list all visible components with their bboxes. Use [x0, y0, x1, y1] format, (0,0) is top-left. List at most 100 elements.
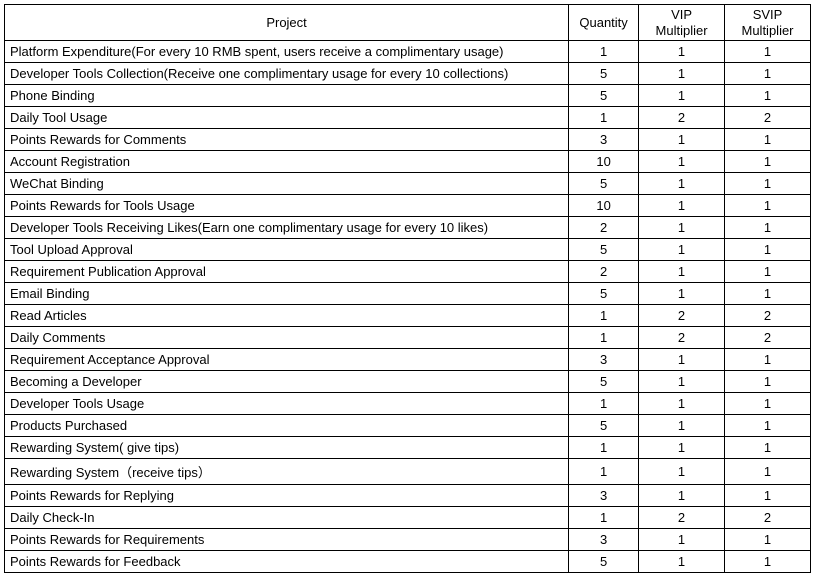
quantity-cell: 10	[569, 151, 639, 173]
quantity-cell: 3	[569, 349, 639, 371]
vip-cell: 1	[639, 415, 725, 437]
table-row: Requirement Acceptance Approval311	[5, 349, 811, 371]
project-cell: Platform Expenditure(For every 10 RMB sp…	[5, 41, 569, 63]
vip-cell: 1	[639, 393, 725, 415]
table-row: Email Binding511	[5, 283, 811, 305]
vip-cell: 2	[639, 107, 725, 129]
table-row: Developer Tools Collection(Receive one c…	[5, 63, 811, 85]
table-body: Platform Expenditure(For every 10 RMB sp…	[5, 41, 811, 573]
rewards-table: Project Quantity VIPMultiplier SVIPMulti…	[4, 4, 811, 573]
project-cell: Daily Tool Usage	[5, 107, 569, 129]
table-row: Read Articles122	[5, 305, 811, 327]
svip-cell: 1	[725, 349, 811, 371]
project-cell: Read Articles	[5, 305, 569, 327]
svip-cell: 1	[725, 129, 811, 151]
quantity-cell: 10	[569, 195, 639, 217]
svip-cell: 1	[725, 551, 811, 573]
svip-cell: 2	[725, 107, 811, 129]
svip-cell: 1	[725, 217, 811, 239]
quantity-cell: 3	[569, 129, 639, 151]
table-row: Rewarding System（receive tips）111	[5, 459, 811, 485]
vip-cell: 1	[639, 261, 725, 283]
svip-header: SVIPMultiplier	[725, 5, 811, 41]
project-cell: Email Binding	[5, 283, 569, 305]
quantity-cell: 1	[569, 507, 639, 529]
vip-cell: 1	[639, 371, 725, 393]
table-row: Phone Binding511	[5, 85, 811, 107]
project-cell: Points Rewards for Replying	[5, 485, 569, 507]
table-row: Rewarding System( give tips)111	[5, 437, 811, 459]
table-row: Points Rewards for Tools Usage1011	[5, 195, 811, 217]
quantity-cell: 1	[569, 459, 639, 485]
project-cell: Tool Upload Approval	[5, 239, 569, 261]
vip-cell: 1	[639, 283, 725, 305]
table-row: Points Rewards for Replying311	[5, 485, 811, 507]
svip-cell: 1	[725, 437, 811, 459]
svip-cell: 1	[725, 415, 811, 437]
quantity-cell: 5	[569, 415, 639, 437]
project-cell: Points Rewards for Feedback	[5, 551, 569, 573]
svip-cell: 1	[725, 393, 811, 415]
quantity-cell: 5	[569, 63, 639, 85]
vip-cell: 1	[639, 85, 725, 107]
quantity-cell: 2	[569, 217, 639, 239]
svip-cell: 1	[725, 173, 811, 195]
quantity-cell: 1	[569, 305, 639, 327]
project-cell: Developer Tools Collection(Receive one c…	[5, 63, 569, 85]
quantity-cell: 1	[569, 41, 639, 63]
vip-cell: 1	[639, 551, 725, 573]
quantity-cell: 1	[569, 393, 639, 415]
vip-cell: 1	[639, 217, 725, 239]
project-cell: Developer Tools Receiving Likes(Earn one…	[5, 217, 569, 239]
project-cell: Rewarding System（receive tips）	[5, 459, 569, 485]
svip-cell: 1	[725, 63, 811, 85]
table-row: Tool Upload Approval511	[5, 239, 811, 261]
table-row: Daily Tool Usage122	[5, 107, 811, 129]
project-cell: Phone Binding	[5, 85, 569, 107]
vip-cell: 1	[639, 41, 725, 63]
svip-cell: 2	[725, 305, 811, 327]
quantity-cell: 5	[569, 173, 639, 195]
table-row: Platform Expenditure(For every 10 RMB sp…	[5, 41, 811, 63]
project-cell: Requirement Publication Approval	[5, 261, 569, 283]
vip-header: VIPMultiplier	[639, 5, 725, 41]
quantity-cell: 1	[569, 107, 639, 129]
project-cell: Daily Comments	[5, 327, 569, 349]
vip-cell: 1	[639, 437, 725, 459]
vip-cell: 1	[639, 129, 725, 151]
project-cell: Points Rewards for Requirements	[5, 529, 569, 551]
vip-cell: 2	[639, 305, 725, 327]
vip-cell: 1	[639, 459, 725, 485]
svip-cell: 2	[725, 507, 811, 529]
svip-cell: 1	[725, 485, 811, 507]
vip-cell: 1	[639, 195, 725, 217]
svip-cell: 1	[725, 85, 811, 107]
project-cell: Account Registration	[5, 151, 569, 173]
vip-cell: 1	[639, 239, 725, 261]
vip-cell: 2	[639, 327, 725, 349]
svip-cell: 1	[725, 261, 811, 283]
svip-cell: 1	[725, 371, 811, 393]
project-cell: Becoming a Developer	[5, 371, 569, 393]
quantity-cell: 3	[569, 529, 639, 551]
quantity-cell: 3	[569, 485, 639, 507]
quantity-cell: 1	[569, 327, 639, 349]
project-cell: Points Rewards for Comments	[5, 129, 569, 151]
vip-cell: 2	[639, 507, 725, 529]
project-cell: Rewarding System( give tips)	[5, 437, 569, 459]
project-cell: WeChat Binding	[5, 173, 569, 195]
table-row: Points Rewards for Comments311	[5, 129, 811, 151]
svip-cell: 1	[725, 195, 811, 217]
table-row: Account Registration1011	[5, 151, 811, 173]
project-header: Project	[5, 5, 569, 41]
svip-cell: 2	[725, 327, 811, 349]
svip-cell: 1	[725, 151, 811, 173]
table-row: Becoming a Developer511	[5, 371, 811, 393]
vip-cell: 1	[639, 173, 725, 195]
quantity-cell: 5	[569, 239, 639, 261]
table-row: Products Purchased511	[5, 415, 811, 437]
svip-cell: 1	[725, 239, 811, 261]
table-row: Requirement Publication Approval211	[5, 261, 811, 283]
table-row: WeChat Binding511	[5, 173, 811, 195]
vip-cell: 1	[639, 485, 725, 507]
